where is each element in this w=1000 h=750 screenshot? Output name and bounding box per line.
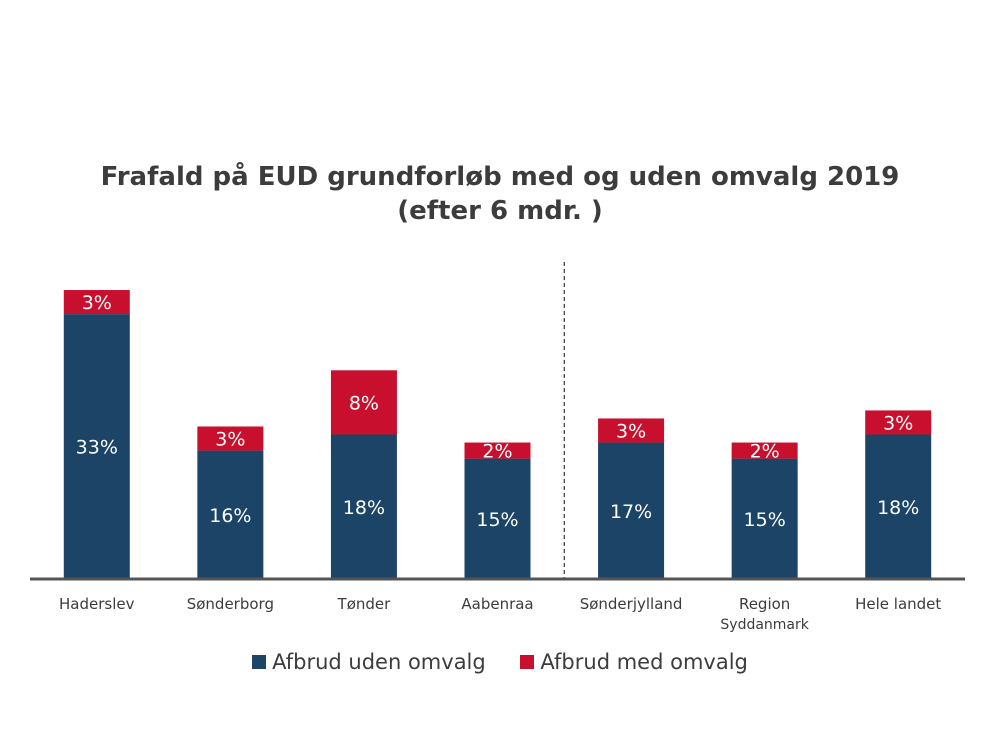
data-label-med-5: 2% [750, 441, 780, 463]
legend-item-uden-omvalg: Afbrud uden omvalg [252, 650, 486, 674]
bar-uden-4 [598, 442, 665, 579]
chart-title: Frafald på EUD grundforløb med og uden o… [100, 162, 900, 192]
bar-uden-6 [865, 434, 932, 579]
bar-uden-5 [731, 458, 798, 579]
legend-swatch-med-omvalg [520, 655, 535, 669]
bar-uden-3 [464, 458, 531, 579]
data-label-uden-1: 16% [209, 505, 251, 527]
data-label-med-1: 3% [215, 429, 245, 451]
bar-med-0 [63, 290, 130, 315]
x-tick-label-3: Aabenraa [461, 595, 533, 613]
bar-med-6 [865, 410, 932, 435]
x-tick-label-1: Sønderborg [187, 595, 274, 613]
data-label-uden-5: 15% [744, 509, 786, 531]
data-label-uden-6: 18% [877, 497, 919, 519]
bar-uden-2 [330, 434, 397, 579]
bar-med-1 [197, 426, 264, 451]
legend: Afbrud uden omvalg Afbrud med omvalg [0, 650, 1000, 674]
x-tick-label-6: Hele landet [855, 595, 941, 613]
data-label-uden-0: 33% [76, 437, 118, 459]
bar-uden-0 [63, 314, 130, 579]
x-tick-label-5: Region [739, 595, 790, 613]
legend-item-med-omvalg: Afbrud med omvalg [520, 650, 748, 674]
bar-uden-1 [197, 450, 264, 579]
bar-med-2 [330, 370, 397, 435]
chart-subtitle: (efter 6 mdr. ) [397, 196, 603, 226]
x-tick-label-4: Sønderjylland [580, 595, 683, 613]
data-label-uden-3: 15% [476, 509, 518, 531]
legend-label-med-omvalg: Afbrud med omvalg [540, 650, 748, 674]
data-label-med-3: 2% [482, 441, 512, 463]
data-label-med-0: 3% [82, 292, 112, 314]
x-tick-label-5-line2: Syddanmark [720, 617, 809, 633]
chart-title-block: Frafald på EUD grundforløb med og uden o… [0, 160, 1000, 228]
x-tick-label-0: Haderslev [59, 595, 135, 613]
legend-swatch-uden-omvalg [252, 655, 267, 669]
data-label-uden-4: 17% [610, 501, 652, 523]
data-label-med-6: 3% [883, 412, 913, 434]
data-label-med-4: 3% [616, 421, 646, 443]
bar-med-5 [731, 442, 798, 459]
bar-med-4 [598, 418, 665, 443]
data-label-med-2: 8% [349, 392, 379, 414]
x-tick-label-2: Tønder [337, 595, 392, 613]
legend-label-uden-omvalg: Afbrud uden omvalg [272, 650, 486, 674]
bar-med-3 [464, 442, 531, 459]
data-label-uden-2: 18% [343, 497, 385, 519]
